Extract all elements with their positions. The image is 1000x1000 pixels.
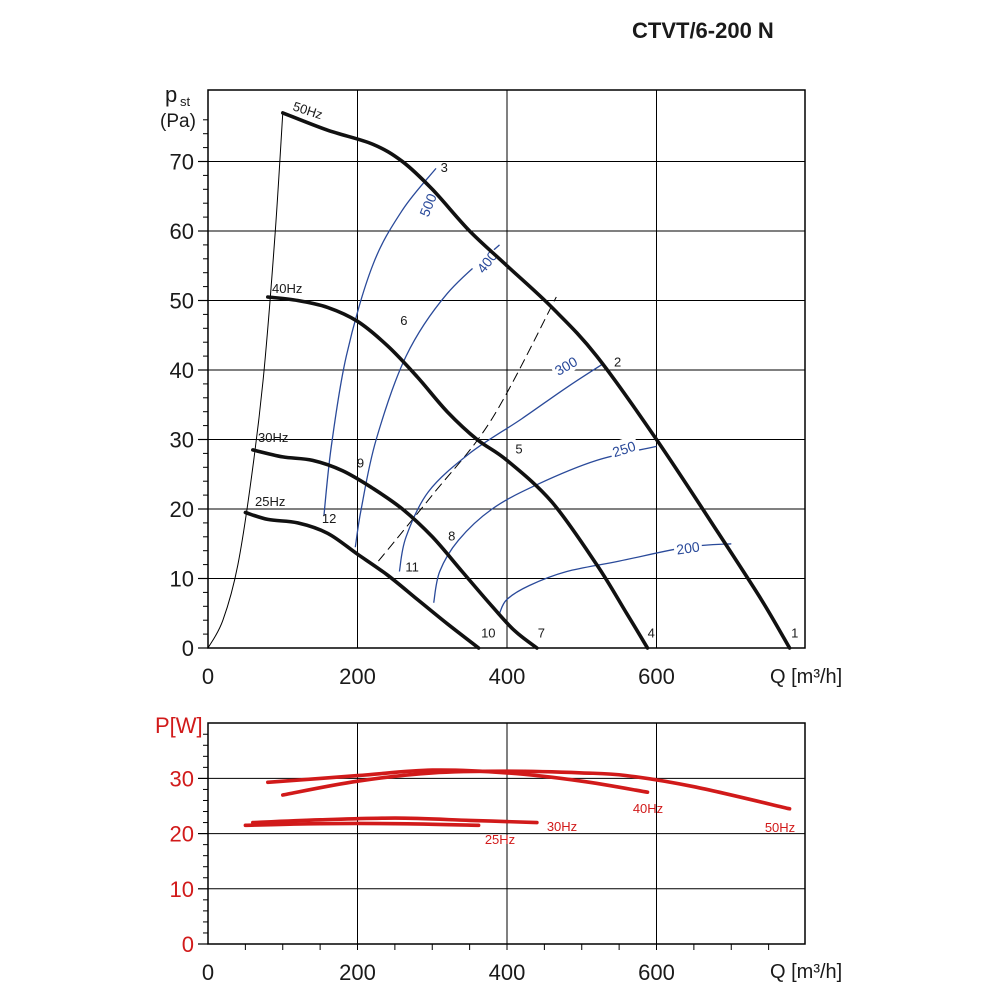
page-title: CTVT/6-200 N [632, 18, 774, 43]
x-tick-label: 200 [339, 664, 376, 689]
y-axis-unit: (Pa) [160, 111, 196, 132]
point-label: 4 [648, 626, 655, 641]
power-curve-50Hz [281, 769, 792, 811]
y-tick-label: 60 [170, 219, 194, 244]
y-tick-label: 0 [182, 636, 194, 661]
series-label: 40Hz [633, 801, 663, 816]
series-label: 30Hz [547, 819, 577, 834]
fan-curve-25Hz [243, 510, 481, 650]
system-label-bg [607, 435, 640, 461]
x-tick-label: 400 [489, 960, 526, 985]
y-axis-label-sub: st [180, 94, 191, 109]
x-axis-label: Q [m³/h] [770, 961, 842, 983]
power-curve-30Hz [251, 816, 539, 825]
y-tick-label: 20 [170, 822, 194, 847]
y-tick-label: 40 [170, 358, 194, 383]
series-label: 40Hz [272, 281, 302, 296]
fan-curve-50Hz [281, 111, 792, 650]
system-curve-250 [433, 445, 657, 603]
point-label: 12 [322, 511, 336, 526]
point-label: 7 [538, 626, 545, 641]
x-tick-label: 0 [202, 960, 214, 985]
point-label: 11 [405, 560, 419, 575]
x-axis-label: Q [m³/h] [770, 666, 842, 688]
point-label: 8 [448, 528, 455, 543]
point-label: 9 [357, 455, 364, 470]
system-label-bg [413, 188, 441, 221]
series-label: 25Hz [255, 494, 285, 509]
point-label: 5 [515, 441, 522, 456]
y-tick-label: 50 [170, 289, 194, 314]
y-axis-label: P[W] [155, 713, 203, 738]
system-curve-label: 250 [610, 438, 637, 461]
x-tick-label: 400 [489, 664, 526, 689]
point-label: 1 [791, 626, 798, 641]
point-label: 2 [614, 355, 621, 370]
power-curve-25Hz [243, 821, 481, 828]
y-tick-label: 20 [170, 497, 194, 522]
power-chart: 0 10 20 30 0 200 400 600 P[W] Q [m³/h] 50Hz 40Hz 30H… [155, 713, 842, 985]
point-label: 6 [400, 313, 407, 328]
y-tick-label: 30 [170, 428, 194, 453]
system-label-bg [548, 350, 583, 380]
min-flow-curve [207, 112, 284, 649]
system-curve-300 [398, 362, 605, 572]
y-axis-label: p [165, 82, 177, 107]
power-curve-40Hz [266, 768, 650, 794]
point-label: 3 [441, 160, 448, 175]
system-curve-500 [323, 167, 437, 517]
system-curve-400 [354, 244, 500, 548]
y-tick-label: 0 [182, 932, 194, 957]
series-label: 50Hz [765, 820, 795, 835]
fan-curve-30Hz [251, 448, 539, 650]
x-tick-label: 0 [202, 664, 214, 689]
y-tick-label: 10 [170, 877, 194, 902]
system-label-bg [672, 536, 703, 558]
system-curve-label: 200 [675, 538, 701, 557]
pressure-chart: 0 10 20 30 40 50 60 70 0 200 400 600 p st (Pa) Q [m³/h]… [160, 82, 842, 689]
y-tick-label: 10 [170, 567, 194, 592]
efficiency-dashed-line [378, 296, 557, 562]
y-tick-label: 30 [170, 766, 194, 791]
series-label: 25Hz [485, 832, 515, 847]
series-label: 30Hz [258, 430, 288, 445]
x-tick-label: 600 [638, 960, 675, 985]
x-tick-label: 200 [339, 960, 376, 985]
y-tick-label: 70 [170, 150, 194, 175]
point-label: 10 [481, 626, 495, 641]
fan-curve-40Hz [266, 295, 650, 650]
x-tick-label: 600 [638, 664, 675, 689]
